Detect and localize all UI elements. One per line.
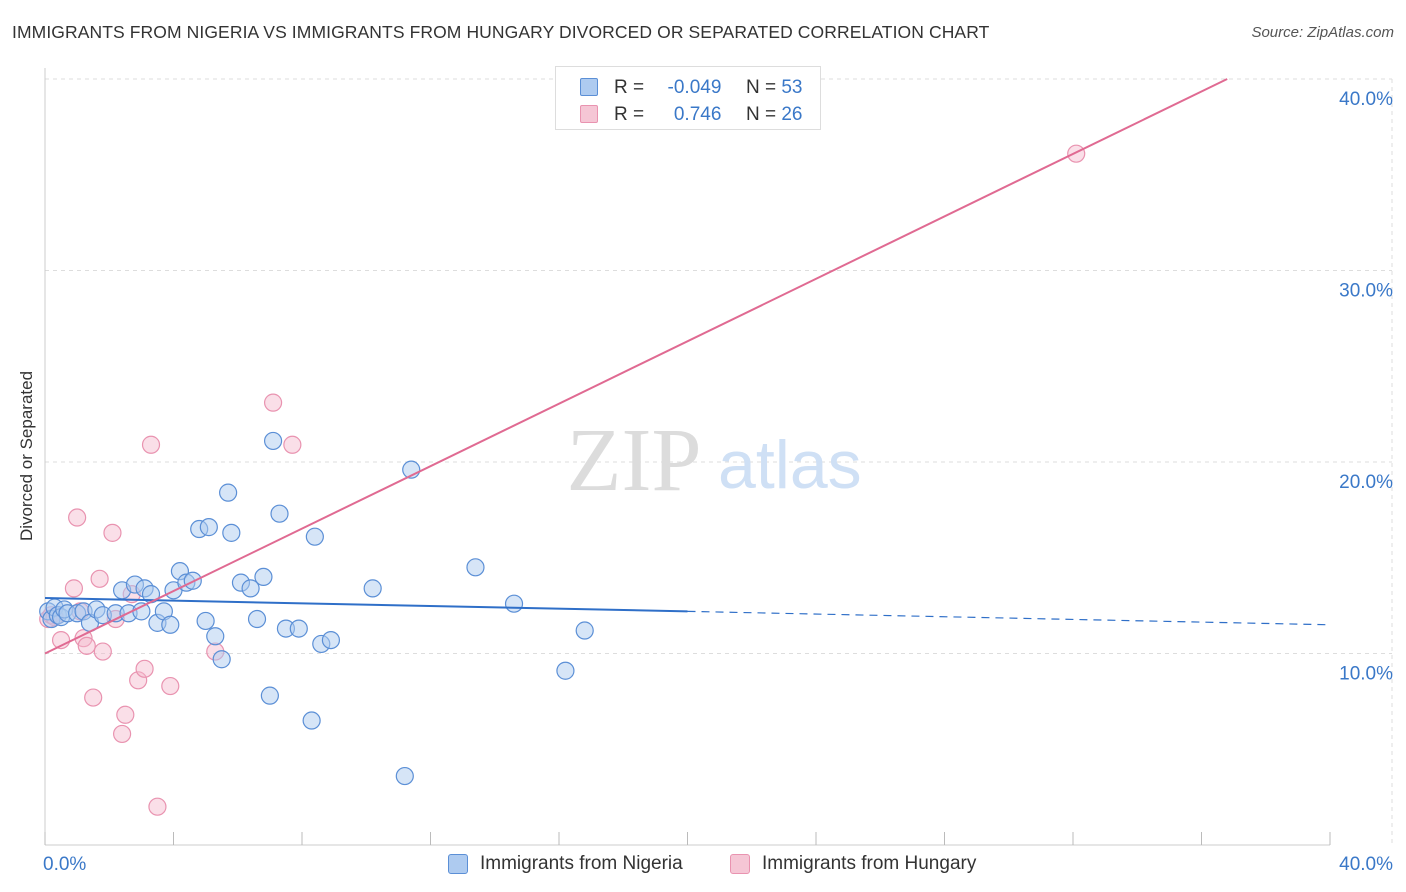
hungary-point (135, 659, 154, 678)
hungary-trend-line (44, 78, 1228, 655)
hungary-point (84, 688, 103, 707)
watermark-zip: ZIP (567, 411, 702, 510)
nigeria-point (212, 650, 231, 669)
hungary-point (1067, 144, 1086, 163)
y-tick-label: 20.0% (1339, 472, 1393, 493)
y-tick-labels: 10.0% 20.0% 30.0% 40.0% (1339, 89, 1393, 685)
hungary-point (141, 435, 161, 454)
nigeria-point (305, 527, 324, 546)
y-axis-label: Divorced or Separated (17, 370, 36, 542)
x-tick-label-start: 0.0% (43, 854, 86, 875)
nigeria-point (206, 627, 225, 646)
r-label: R = (614, 104, 645, 125)
r-value-nigeria: -0.049 (667, 77, 722, 98)
nigeria-point (132, 602, 151, 621)
watermark: ZIP atlas (567, 411, 862, 510)
nigeria-point (395, 766, 414, 786)
y-tick-label: 30.0% (1339, 281, 1393, 302)
n-label: N = (745, 104, 777, 125)
hungary-point (161, 676, 180, 696)
x-tick-labels: 0.0% 40.0% (43, 854, 1393, 875)
nigeria-point (289, 619, 308, 638)
nigeria-point (219, 483, 238, 502)
trend-lines (44, 78, 1331, 655)
hungary-point (148, 797, 167, 816)
source-label: Source: ZipAtlas.com (1251, 24, 1394, 41)
y-tick-label: 10.0% (1339, 664, 1393, 685)
chart-title: IMMIGRANTS FROM NIGERIA VS IMMIGRANTS FR… (12, 22, 990, 42)
hungary-point (68, 508, 87, 527)
correlation-legend: R = -0.049 N = 53 R = 0.746 N = 26 (555, 66, 821, 130)
bottom-legend-hungary-label: Immigrants from Hungary (762, 853, 977, 874)
hungary-point (64, 579, 84, 598)
series-hungary-points (39, 144, 1086, 816)
nigeria-point (363, 579, 382, 598)
hungary-point (103, 523, 122, 542)
hungary-point (129, 671, 148, 690)
nigeria-point (199, 518, 218, 537)
legend-text-hungary: R = 0.746 N = 26 (614, 104, 802, 126)
nigeria-point (222, 523, 241, 542)
hungary-swatch (730, 854, 750, 874)
nigeria-swatch (448, 854, 468, 874)
nigeria-point (263, 431, 283, 451)
nigeria-trend-extension (687, 610, 1331, 626)
series-nigeria-points (39, 431, 594, 786)
hungary-point (112, 724, 132, 744)
r-value-hungary: 0.746 (673, 104, 722, 125)
nigeria-point (302, 711, 321, 730)
nigeria-point (254, 567, 273, 587)
hungary-point (93, 642, 112, 661)
bottom-legend-nigeria-label: Immigrants from Nigeria (480, 853, 683, 874)
hungary-point (77, 636, 96, 655)
hungary-point (116, 705, 135, 724)
hungary-point (90, 569, 109, 588)
nigeria-point (247, 609, 267, 629)
nigeria-point (575, 621, 594, 640)
nigeria-trend-line (44, 596, 688, 613)
n-value-nigeria: 53 (781, 77, 803, 98)
x-tick-label-end: 40.0% (1339, 854, 1393, 875)
r-label: R = (614, 77, 645, 98)
n-value-hungary: 26 (781, 104, 803, 125)
legend-text-nigeria: R = -0.049 N = 53 (614, 77, 802, 99)
nigeria-point (321, 630, 341, 650)
nigeria-point (196, 611, 215, 631)
nigeria-point (270, 504, 289, 523)
nigeria-point (241, 579, 260, 598)
hungary-point (283, 435, 302, 454)
y-tick-label: 40.0% (1339, 89, 1393, 110)
nigeria-point (504, 594, 524, 613)
hungary-point (263, 393, 283, 412)
nigeria-point (260, 686, 279, 705)
nigeria-point (466, 558, 485, 577)
nigeria-point (161, 615, 180, 634)
nigeria-swatch (580, 78, 598, 96)
hungary-swatch (580, 105, 598, 123)
x-tick-marks (44, 832, 1331, 846)
n-label: N = (745, 77, 777, 98)
nigeria-point (556, 661, 575, 680)
watermark-atlas: atlas (718, 427, 862, 503)
grid-lines (44, 68, 1393, 845)
